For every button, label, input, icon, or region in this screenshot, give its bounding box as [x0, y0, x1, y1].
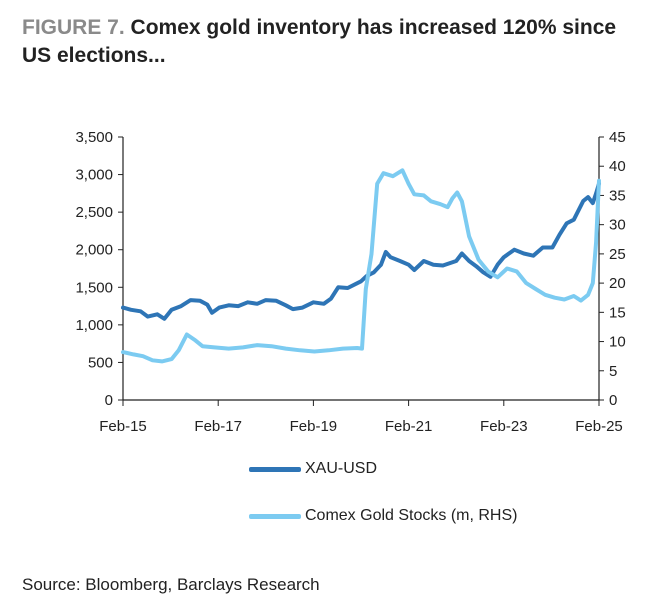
figure-label: FIGURE 7. [22, 16, 125, 39]
y-right-tick-label: 20 [609, 275, 626, 292]
x-tick-label: Feb-21 [385, 418, 433, 435]
y-left-tick-label: 2,000 [75, 242, 113, 259]
y-right-tick-label: 45 [609, 129, 626, 146]
y-left-tick-label: 1,000 [75, 317, 113, 334]
x-tick-label: Feb-15 [99, 418, 147, 435]
legend-swatch [249, 513, 301, 519]
y-right-tick-label: 15 [609, 304, 626, 321]
x-tick-label: Feb-25 [575, 418, 623, 435]
legend-label: XAU-USD [305, 460, 378, 477]
y-right-tick-label: 35 [609, 187, 626, 204]
legend-swatch [249, 466, 301, 472]
y-left-tick-label: 3,500 [75, 129, 113, 146]
y-right-tick-label: 30 [609, 217, 626, 234]
y-right-tick-label: 25 [609, 246, 626, 263]
x-tick-label: Feb-23 [480, 418, 528, 435]
chart-title: FIGURE 7. Comex gold inventory has incre… [22, 14, 632, 70]
legend-item-xau-usd: XAU-USD [249, 460, 377, 478]
y-left-tick-label: 2,500 [75, 204, 113, 221]
y-left-tick-label: 3,000 [75, 167, 113, 184]
y-right-tick-label: 10 [609, 334, 626, 351]
legend-item-comex-gold-stocks: Comex Gold Stocks (m, RHS) [249, 507, 517, 525]
x-tick-label: Feb-19 [290, 418, 338, 435]
y-left-tick-label: 500 [88, 354, 113, 371]
y-right-tick-label: 0 [609, 392, 617, 409]
series-line-xau-usd [121, 181, 601, 321]
x-tick-label: Feb-17 [194, 418, 242, 435]
source-note: Source: Bloomberg, Barclays Research [22, 575, 320, 594]
series-line-comex-gold-stocks [121, 168, 601, 364]
y-left-tick-label: 1,500 [75, 279, 113, 296]
title-text: Comex gold inventory has increased 120% … [22, 16, 617, 67]
y-left-tick-label: 0 [105, 392, 113, 409]
legend-label: Comex Gold Stocks (m, RHS) [305, 507, 518, 524]
y-right-tick-label: 5 [609, 363, 617, 380]
y-right-tick-label: 40 [609, 158, 626, 175]
